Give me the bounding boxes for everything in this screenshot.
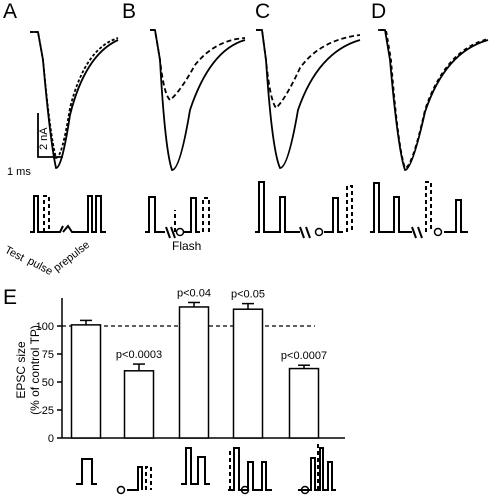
chart-e-tick-labels: 0 25 50 75 100 bbox=[36, 321, 54, 445]
scale-bar-horizontal-label: 1 ms bbox=[7, 166, 31, 178]
y-axis-label-line2: (% of control TP) bbox=[28, 325, 42, 415]
bar-3 bbox=[178, 306, 210, 439]
x-icon-4 bbox=[228, 447, 272, 491]
chart-e-bars bbox=[70, 306, 320, 439]
chart-e-annotations: p<0.0003 p<0.04 p<0.05 p<0.0007 bbox=[116, 287, 327, 362]
x-icon-5-flash bbox=[300, 485, 310, 495]
protocol-c bbox=[255, 181, 343, 239]
x-icon-2-dashed bbox=[145, 466, 152, 490]
protocol-label-pulse: pulse bbox=[26, 255, 55, 278]
y-tick-label-4: 100 bbox=[36, 321, 54, 333]
p-value-5: p<0.0007 bbox=[281, 350, 327, 362]
trace-a-control bbox=[30, 31, 119, 169]
p-value-3: p<0.04 bbox=[177, 287, 211, 299]
y-tick-label-0: 0 bbox=[48, 433, 54, 445]
x-icon-5 bbox=[298, 447, 336, 491]
trace-b-control bbox=[150, 29, 246, 171]
panel-label-a: A bbox=[3, 0, 18, 23]
trace-a-test bbox=[30, 31, 119, 159]
x-icon-1 bbox=[76, 458, 97, 485]
protocol-c-dashed bbox=[346, 185, 353, 232]
protocol-a bbox=[30, 195, 106, 233]
trace-d-control bbox=[378, 29, 489, 171]
trace-c-test bbox=[256, 29, 361, 110]
protocol-b bbox=[145, 196, 200, 239]
x-icon-3 bbox=[181, 447, 210, 485]
y-axis-label-line1: EPSC size bbox=[14, 341, 28, 399]
panel-label-e: E bbox=[3, 286, 18, 309]
protocol-label-flash: Flash bbox=[172, 239, 201, 253]
flash-marker-b bbox=[175, 227, 185, 237]
chart-e-error-bars bbox=[80, 301, 310, 371]
panel-label-d: D bbox=[371, 0, 387, 23]
scale-bar-vertical-label: 2 nA bbox=[38, 127, 50, 150]
y-tick-label-3: 75 bbox=[42, 349, 54, 361]
trace-b-test bbox=[150, 29, 246, 102]
bar-2 bbox=[123, 370, 155, 439]
x-icon-4-flash bbox=[240, 485, 250, 495]
protocol-label-test: Test bbox=[3, 244, 26, 264]
p-value-4: p<0.05 bbox=[231, 289, 265, 301]
p-value-2: p<0.0003 bbox=[116, 349, 162, 361]
bar-4 bbox=[232, 308, 264, 439]
y-tick-label-1: 25 bbox=[42, 405, 54, 417]
bar-5 bbox=[288, 367, 320, 439]
panel-label-b: B bbox=[122, 0, 137, 23]
flash-marker-d bbox=[433, 227, 443, 237]
scale-bar bbox=[37, 113, 63, 158]
x-icon-2-flash bbox=[116, 485, 126, 495]
protocol-b-dashed bbox=[174, 197, 210, 232]
trace-c-control bbox=[256, 29, 361, 169]
x-icon-2 bbox=[127, 466, 143, 491]
flash-marker-c bbox=[314, 227, 324, 237]
y-tick-label-2: 50 bbox=[42, 377, 54, 389]
trace-d-test bbox=[380, 29, 489, 169]
panel-label-c: C bbox=[255, 0, 271, 23]
protocol-a-test-dashed bbox=[43, 195, 50, 232]
bar-1 bbox=[70, 324, 102, 439]
protocol-d-dashed bbox=[425, 181, 432, 232]
protocol-d bbox=[370, 182, 468, 239]
protocol-label-prepulse: prepulse bbox=[51, 239, 92, 274]
